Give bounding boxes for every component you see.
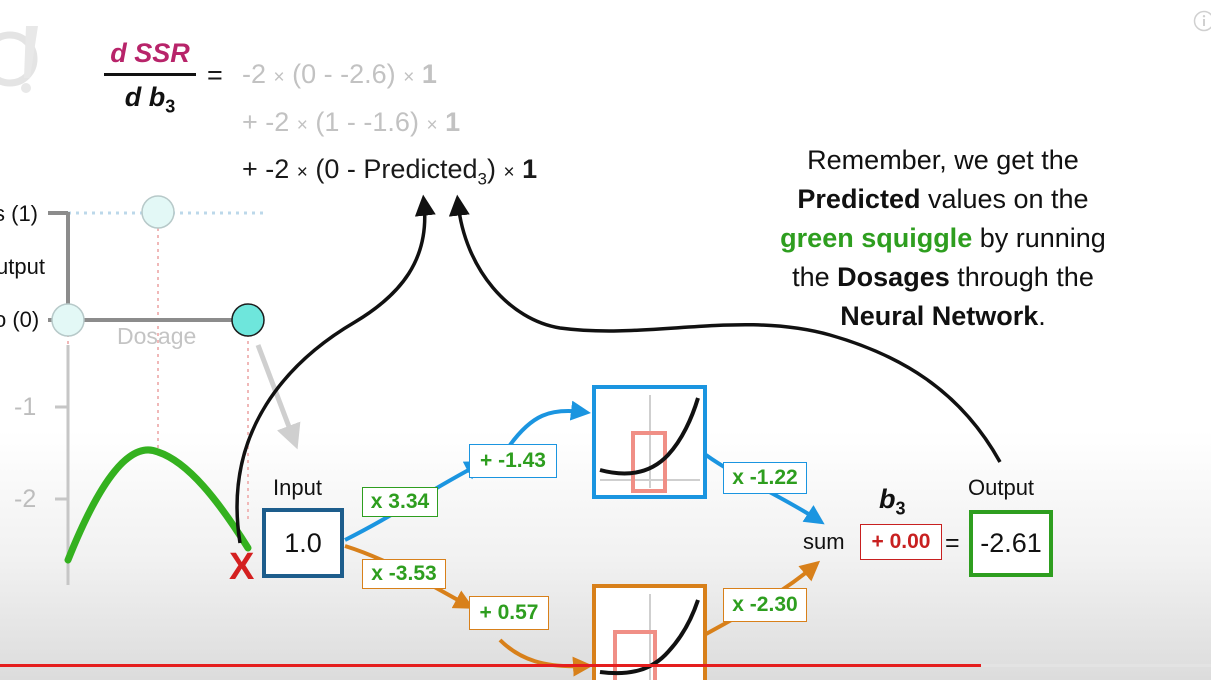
remember-note: Remember, we get the Predicted values on… xyxy=(780,145,1106,331)
dosage-point-2 xyxy=(141,195,175,229)
red-x-mark: X xyxy=(229,546,255,588)
equation-term-1: -2 × (0 - -2.6) × 1 xyxy=(242,59,437,89)
blue-edge-mid xyxy=(508,400,591,447)
tick-label-neg2: -2 xyxy=(14,485,37,513)
act-bot-curve xyxy=(599,599,700,676)
graph-label-top: s (1) xyxy=(0,201,38,226)
orange-edge-mid xyxy=(498,638,593,677)
output-label: Output xyxy=(968,475,1035,500)
arrow-to-predicted-left xyxy=(235,194,436,544)
video-progress-fill xyxy=(0,664,981,667)
video-progress-bar[interactable] xyxy=(0,664,1211,667)
bias-bottom: + 0.57 xyxy=(469,596,549,630)
act-top-curve xyxy=(599,397,700,476)
info-icon[interactable] xyxy=(1193,10,1211,32)
equation-term-3: + -2 × (0 - Predicted3) × 1 xyxy=(242,154,538,189)
weight-top-in: x 3.34 xyxy=(362,487,438,517)
weight-top-out: x -1.22 xyxy=(723,462,807,494)
dosage-point-1 xyxy=(51,303,85,337)
graph-label-bottom: o (0) xyxy=(0,307,40,332)
bias-top: + -1.43 xyxy=(469,444,557,478)
tick-label-neg1: -1 xyxy=(14,393,37,421)
b3-value: + 0.00 xyxy=(860,524,942,560)
weight-bottom-out: x -2.30 xyxy=(723,588,807,622)
arrow-to-predicted-right xyxy=(448,194,1002,463)
dosage-point-3 xyxy=(231,303,265,337)
corner-logo xyxy=(0,26,38,93)
input-label: Input xyxy=(273,475,322,500)
b3-label: b3 xyxy=(879,484,906,519)
dosage-axis-label: Dosage xyxy=(117,323,197,349)
green-squiggle xyxy=(64,446,252,564)
equation-term-2: + -2 × (1 - -1.6) × 1 xyxy=(242,107,461,137)
sum-label: sum xyxy=(803,529,845,554)
weight-bottom-in: x -3.53 xyxy=(362,559,446,589)
act-bot-highlight xyxy=(613,630,657,680)
fraction-denominator: d b3 xyxy=(124,82,176,117)
output-node: -2.61 xyxy=(969,510,1053,577)
fraction-bar xyxy=(104,73,196,76)
equals-sign: = xyxy=(207,60,223,90)
output-equals: = xyxy=(945,529,960,557)
graph-label-output: utput xyxy=(0,254,45,279)
fraction-numerator: d SSR xyxy=(110,38,190,68)
act-top-highlight xyxy=(631,431,667,493)
input-node: 1.0 xyxy=(262,508,344,578)
